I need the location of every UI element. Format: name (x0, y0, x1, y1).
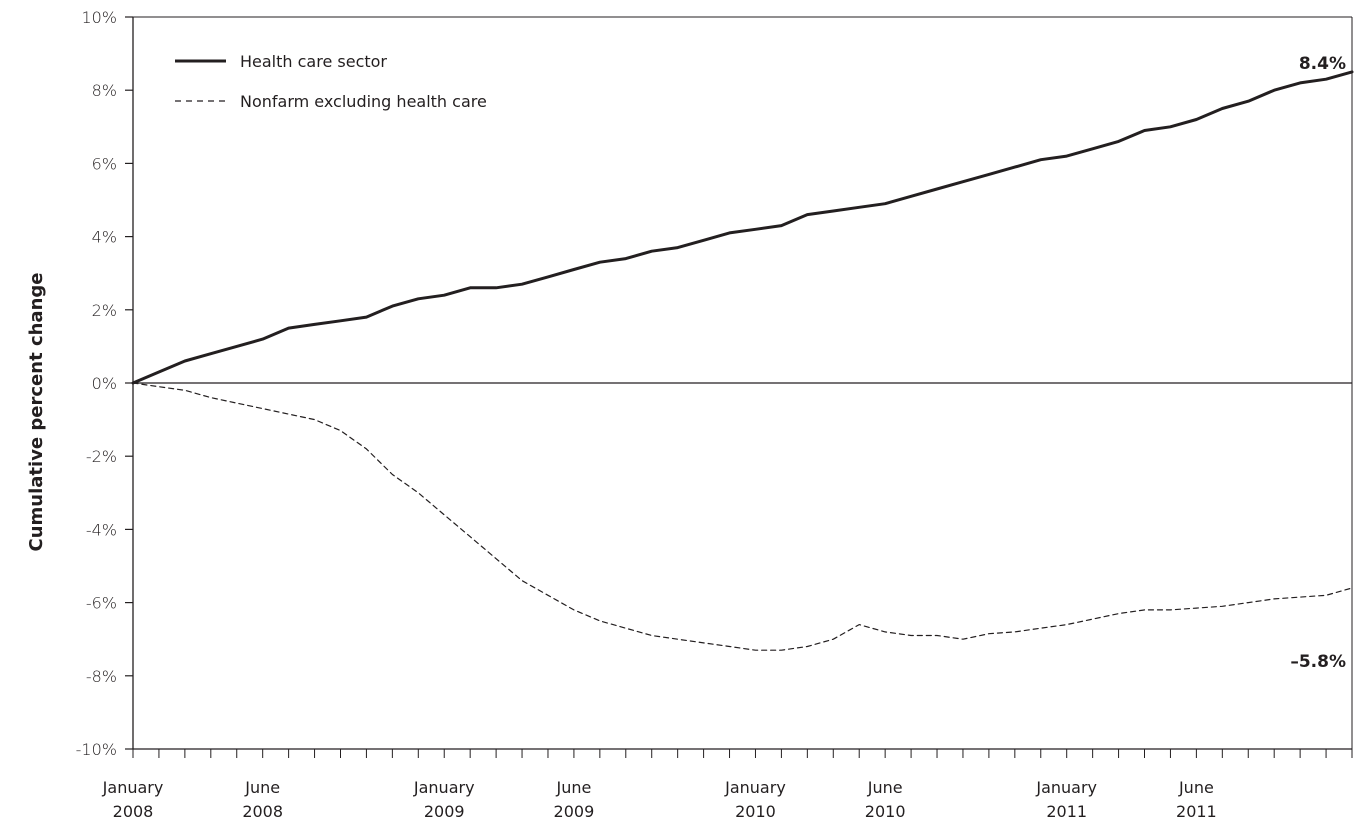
y-tick-label: -6% (86, 594, 117, 613)
y-tick-label: 0% (92, 374, 117, 393)
y-tick-label: -10% (76, 740, 117, 759)
x-tick-label-year: 2010 (735, 802, 776, 821)
series-line-health-care (131, 70, 1354, 385)
legend: Health care sector Nonfarm excluding hea… (175, 52, 487, 111)
x-tick-label-month: January (413, 778, 475, 797)
x-tick-label-month: June (1178, 778, 1214, 797)
y-axis-ticks: 10% 8% 6% 4% 2% 0% -2% -4% -6% -8% -10% (76, 8, 133, 759)
x-tick-label-year: 2008 (113, 802, 154, 821)
y-tick-label: 4% (92, 228, 117, 247)
y-tick-label: -2% (86, 447, 117, 466)
x-tick-label-month: June (244, 778, 280, 797)
x-tick-label-year: 2010 (865, 802, 906, 821)
x-tick-label-month: June (555, 778, 591, 797)
series-line-nonfarm (132, 382, 1353, 651)
y-tick-label: 10% (81, 8, 117, 27)
y-tick-label: -4% (86, 520, 117, 539)
health-care-end-label: 8.4% (1299, 54, 1346, 74)
x-tick-label-year: 2008 (242, 802, 283, 821)
y-tick-label: 2% (92, 301, 117, 320)
y-tick-label: 6% (92, 154, 117, 173)
y-tick-label: -8% (86, 667, 117, 686)
series-lines (131, 70, 1354, 651)
legend-label-nonfarm: Nonfarm excluding health care (240, 92, 487, 111)
x-tick-label-year: 2009 (554, 802, 595, 821)
x-tick-label-month: January (102, 778, 164, 797)
y-axis-title: Cumulative percent change (26, 273, 47, 552)
x-tick-label-month: January (1035, 778, 1097, 797)
x-axis-ticks: January 2008 June 2008 January 2009 June 2009 Ja… (102, 749, 1353, 821)
y-tick-label: 8% (92, 81, 117, 100)
x-tick-label-year: 2009 (424, 802, 465, 821)
x-tick-label-month: January (724, 778, 786, 797)
plot-frame (132, 16, 1353, 750)
legend-label-health-care: Health care sector (240, 52, 387, 71)
x-tick-label-year: 2011 (1176, 802, 1217, 821)
nonfarm-end-label: –5.8% (1290, 652, 1346, 672)
x-tick-label-month: June (867, 778, 903, 797)
x-tick-label-year: 2011 (1046, 802, 1087, 821)
